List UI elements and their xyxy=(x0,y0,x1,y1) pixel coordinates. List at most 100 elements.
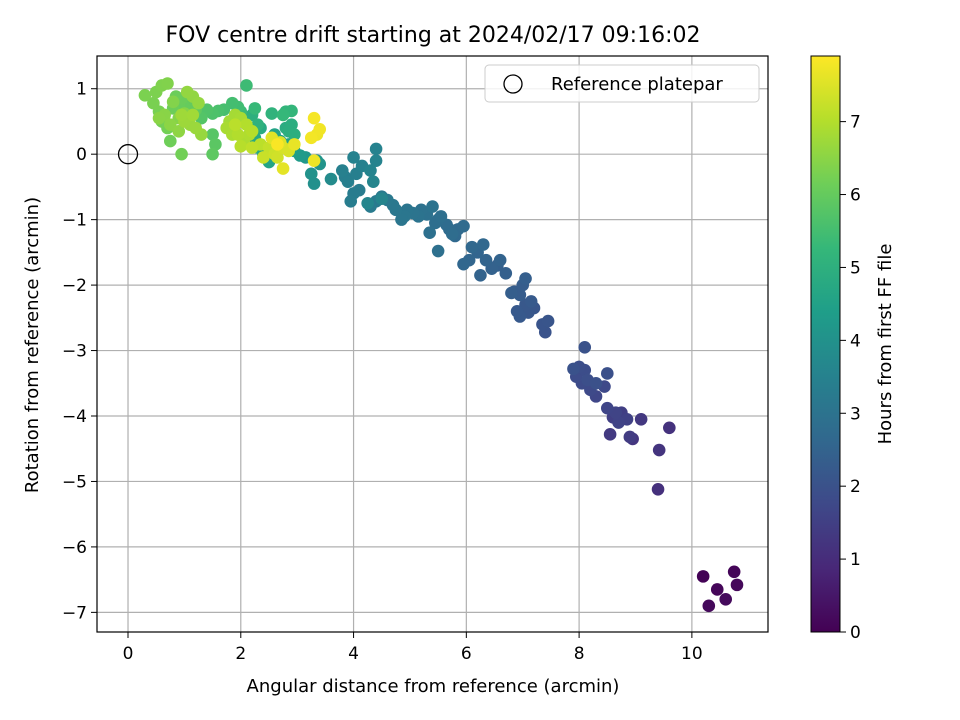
data-point xyxy=(288,128,301,141)
data-point xyxy=(479,253,493,267)
data-point xyxy=(423,226,436,240)
colorbar-label: Hours from first FF file xyxy=(875,244,896,445)
data-point xyxy=(493,253,507,267)
data-point xyxy=(474,268,487,282)
data-point xyxy=(231,128,245,141)
data-point xyxy=(209,138,222,151)
data-point xyxy=(364,164,377,177)
data-point xyxy=(702,599,716,613)
data-point xyxy=(634,412,648,426)
data-point xyxy=(341,175,355,188)
legend: Reference platepar xyxy=(484,64,760,103)
data-point xyxy=(510,304,524,318)
y-axis-label: Rotation from reference (arcmin) xyxy=(22,197,43,493)
data-point xyxy=(369,142,383,156)
data-point xyxy=(234,140,248,153)
data-point xyxy=(276,162,290,175)
data-point xyxy=(457,219,470,233)
data-point xyxy=(445,227,459,241)
colorbar-tick-label: 3 xyxy=(850,404,861,424)
data-point xyxy=(240,79,253,92)
x-tick-label: 8 xyxy=(574,644,585,664)
data-point xyxy=(335,164,349,177)
data-point xyxy=(600,367,614,380)
data-point xyxy=(519,272,532,285)
data-point xyxy=(257,151,270,164)
legend-marker xyxy=(503,74,523,94)
colorbar-frame xyxy=(810,55,841,633)
data-point xyxy=(166,95,180,109)
data-point xyxy=(304,167,318,181)
data-point xyxy=(395,213,408,226)
colorbar: 0 1 2 3 4 5 6 7 Hours from first FF file xyxy=(810,55,896,643)
colorbar-tick-label: 6 xyxy=(850,186,861,206)
plot-frame xyxy=(96,55,769,633)
data-point xyxy=(180,85,194,99)
legend-label: Reference platepar xyxy=(551,74,723,95)
data-point xyxy=(623,430,637,444)
data-point xyxy=(375,192,389,205)
data-point xyxy=(164,118,177,132)
x-tick-label: 0 xyxy=(123,644,134,664)
y-tick-label: −7 xyxy=(62,603,87,623)
data-point xyxy=(603,428,617,441)
data-point xyxy=(265,107,279,120)
data-point xyxy=(307,177,321,190)
data-point xyxy=(324,172,338,186)
data-point xyxy=(288,138,301,151)
data-point xyxy=(313,123,327,136)
x-tick-label: 2 xyxy=(235,644,246,664)
data-point xyxy=(152,111,166,125)
data-point xyxy=(524,295,538,308)
data-point xyxy=(138,88,152,102)
data-point xyxy=(248,102,262,115)
data-point xyxy=(172,124,186,138)
data-point xyxy=(175,108,188,122)
x-tick-label: 6 xyxy=(461,644,472,664)
x-tick-label: 10 xyxy=(681,644,703,664)
data-point xyxy=(245,124,259,138)
x-axis-ticks: 0 2 4 6 8 10 xyxy=(123,632,703,664)
data-point xyxy=(600,401,614,415)
gridlines xyxy=(97,56,768,632)
data-point xyxy=(307,111,321,125)
data-point xyxy=(710,583,724,596)
data-point xyxy=(578,340,592,354)
data-point xyxy=(192,96,205,110)
data-point xyxy=(271,151,284,164)
scatter-points xyxy=(117,77,744,613)
x-tick-label: 4 xyxy=(348,644,359,664)
data-point xyxy=(347,151,360,164)
legend-box xyxy=(484,64,760,103)
data-point xyxy=(465,240,479,254)
data-point xyxy=(276,108,290,122)
data-point xyxy=(431,244,445,258)
data-point xyxy=(426,200,439,213)
data-point xyxy=(476,238,490,251)
y-tick-label: −2 xyxy=(62,276,87,296)
y-tick-label: −3 xyxy=(62,342,87,362)
data-point xyxy=(652,443,666,457)
data-point xyxy=(175,147,188,161)
data-point xyxy=(206,147,219,161)
data-point xyxy=(612,416,625,429)
data-point xyxy=(147,96,160,110)
y-tick-label: −5 xyxy=(62,472,87,492)
data-point xyxy=(369,154,383,168)
colorbar-tick-label: 0 xyxy=(850,623,861,643)
data-point xyxy=(164,134,177,148)
data-point xyxy=(663,421,676,435)
data-point xyxy=(361,196,374,210)
data-point xyxy=(307,154,321,168)
colorbar-tick-label: 4 xyxy=(850,331,861,351)
y-tick-label: −1 xyxy=(62,211,87,231)
data-point xyxy=(271,138,284,151)
data-point xyxy=(206,128,219,141)
y-tick-label: 1 xyxy=(76,80,87,100)
data-point xyxy=(161,77,174,90)
colorbar-tick-label: 7 xyxy=(850,113,861,133)
colorbar-gradient xyxy=(811,56,840,632)
data-point xyxy=(189,121,202,135)
data-point xyxy=(434,210,448,223)
data-point xyxy=(186,108,200,122)
